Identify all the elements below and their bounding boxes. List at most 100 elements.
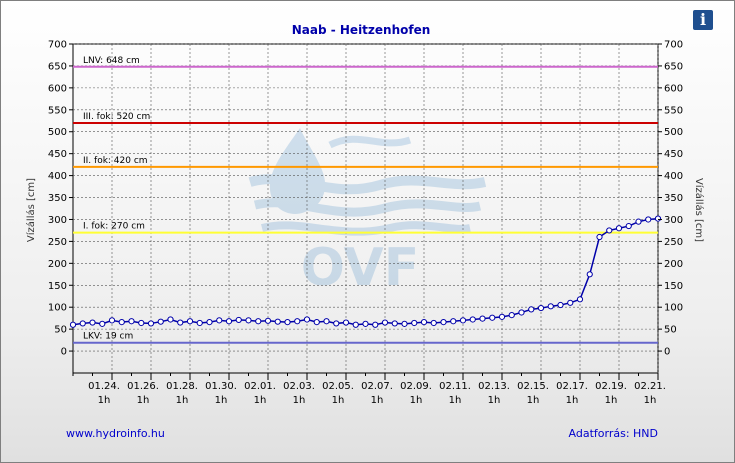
y-tick-label-left: 250 (48, 237, 67, 248)
y-tick-label-left: 150 (48, 281, 67, 292)
data-point (196, 319, 203, 327)
data-point (69, 321, 77, 328)
level-label: LNV: 648 cm (83, 56, 140, 66)
y-tick-label-right: 250 (664, 237, 683, 248)
data-point (333, 320, 340, 327)
x-tick-label-date: 02.01. (244, 381, 276, 392)
x-tick-label-hour: 1h (605, 395, 618, 406)
x-tick-label-date: 02.07. (361, 381, 393, 392)
y-tick-label-right: 500 (664, 127, 683, 138)
data-point (147, 320, 155, 327)
y-axis-left: 0 50 100 150 200 250 300 350 400 450 500 550 600 650 7… (48, 40, 73, 358)
data-point (352, 321, 359, 328)
x-tick-label-hour: 1h (527, 395, 540, 406)
data-point (89, 319, 96, 326)
y-tick-label-left: 0 (61, 347, 67, 358)
y-axis-right: 0 50 100 150 200 250 300 350 400 450 500 550 600 650 7… (658, 40, 683, 358)
data-point (186, 318, 194, 325)
y-tick-label-right: 0 (664, 347, 670, 358)
data-point (645, 216, 652, 223)
watermark-text: OVF (301, 238, 420, 298)
y-tick-label-right: 300 (664, 215, 683, 226)
data-point (459, 317, 467, 324)
data-point (313, 319, 320, 326)
x-tick-label-date: 02.11. (439, 381, 471, 392)
y-tick-label-right: 50 (664, 325, 677, 336)
data-point (401, 320, 408, 327)
data-point (342, 319, 350, 326)
x-tick-label-date: 01.24. (88, 381, 120, 392)
data-point (518, 309, 525, 316)
x-tick-label-hour: 1h (332, 395, 345, 406)
x-tick-label-date: 02.13. (478, 381, 510, 392)
x-tick-label-date: 02.03. (283, 381, 315, 392)
data-point (294, 318, 301, 325)
data-point (362, 320, 369, 327)
x-tick-label-date: 02.15. (517, 381, 549, 392)
x-tick-label-hour: 1h (566, 395, 579, 406)
data-point (489, 314, 496, 321)
data-point (479, 315, 486, 322)
y-tick-label-right: 400 (664, 171, 683, 182)
y-tick-label-right: 650 (664, 61, 683, 72)
data-point (157, 318, 164, 325)
y-tick-label-right: 550 (664, 105, 683, 116)
data-point (625, 222, 632, 230)
data-point (596, 233, 603, 241)
data-point (138, 319, 145, 327)
chart-title: Naab - Heitzenhofen (292, 23, 431, 37)
data-point (654, 215, 662, 222)
footer-source-link[interactable]: www.hydroinfo.hu (66, 427, 165, 440)
x-tick-label-hour: 1h (293, 395, 306, 406)
y-axis-left-title: Vízállás [cm] (25, 178, 37, 242)
x-tick-label-date: 01.30. (205, 381, 237, 392)
data-point (567, 299, 574, 306)
y-tick-label-left: 500 (48, 127, 67, 138)
x-tick-label-hour: 1h (98, 395, 111, 406)
data-point (615, 225, 623, 232)
data-point (303, 316, 311, 323)
info-icon[interactable]: i (693, 10, 713, 30)
data-point (235, 316, 242, 324)
y-tick-label-right: 700 (664, 40, 683, 51)
data-point (245, 317, 252, 324)
data-point (216, 317, 223, 324)
data-point (498, 313, 506, 320)
y-axis-right-title: Vízállás [cm] (693, 178, 705, 242)
data-point (79, 320, 86, 327)
data-point (167, 316, 174, 323)
x-tick-label-hour: 1h (215, 395, 228, 406)
y-tick-label-left: 450 (48, 149, 67, 160)
data-point (508, 311, 515, 319)
x-tick-label-date: 02.19. (595, 381, 627, 392)
x-tick-label-date: 02.21. (634, 381, 666, 392)
data-point (420, 319, 428, 326)
data-point (469, 316, 476, 323)
data-point (225, 318, 233, 325)
y-tick-label-left: 100 (48, 303, 67, 314)
y-tick-label-right: 100 (664, 303, 683, 314)
data-point (206, 319, 213, 326)
y-tick-label-right: 350 (664, 193, 683, 204)
x-tick-label-hour: 1h (488, 395, 501, 406)
x-tick-label-hour: 1h (254, 395, 267, 406)
y-tick-label-left: 200 (48, 259, 67, 270)
y-tick-label-left: 650 (48, 61, 67, 72)
y-tick-label-right: 150 (664, 281, 683, 292)
data-point (557, 301, 564, 309)
x-tick-label-hour: 1h (137, 395, 150, 406)
y-tick-label-right: 450 (664, 149, 683, 160)
data-point (323, 318, 330, 325)
x-tick-label-date: 01.28. (166, 381, 198, 392)
data-point (391, 320, 398, 327)
data-point (128, 318, 135, 325)
y-tick-label-right: 600 (664, 83, 683, 94)
data-point (547, 303, 554, 310)
data-point (99, 320, 106, 327)
x-tick-label-date: 01.26. (127, 381, 159, 392)
y-tick-label-left: 350 (48, 193, 67, 204)
level-label: III. fok: 520 cm (83, 112, 150, 122)
x-axis: 01.24. 1h 01.26. 1h 01.28. 1h 01.30. 1h 02.01. 1h… (72, 373, 666, 406)
data-point (606, 227, 613, 234)
